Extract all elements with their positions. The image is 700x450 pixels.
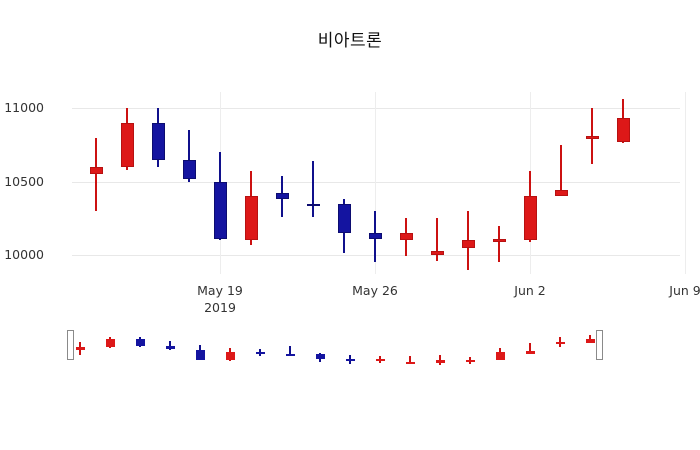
gridline-horizontal bbox=[72, 181, 680, 183]
y-axis-tick-label: 10000 bbox=[4, 246, 44, 262]
candlestick-wick bbox=[95, 137, 97, 211]
candlestick-body bbox=[461, 240, 475, 248]
page-title: 비아트론 bbox=[317, 31, 383, 51]
candlestick-body bbox=[492, 238, 506, 242]
main-price-plot: 10000 10500 11000 May 19 2019 May 26 Jun 2 Jun… bbox=[4, 92, 700, 315]
candlestick-body bbox=[182, 159, 196, 179]
candlestick-body bbox=[554, 190, 568, 197]
x-axis-tick-label: Jun 9 bbox=[669, 283, 700, 298]
mini-candlestick-body bbox=[135, 339, 145, 346]
candlestick-body bbox=[89, 166, 103, 175]
candlestick-body bbox=[368, 232, 382, 239]
candlestick-wick bbox=[436, 218, 438, 261]
candlestick-body bbox=[151, 122, 165, 160]
candlestick-body bbox=[616, 118, 630, 142]
mini-candlestick-body bbox=[555, 341, 565, 345]
candlestick-body bbox=[337, 203, 351, 233]
mini-candlestick-body bbox=[345, 358, 355, 362]
mini-candlestick-wick bbox=[409, 356, 411, 364]
candlestick-body bbox=[120, 122, 134, 167]
mini-candlestick-body bbox=[315, 353, 325, 359]
mini-candlestick-body bbox=[195, 349, 205, 360]
candlestick-body bbox=[275, 193, 289, 200]
gridline-horizontal bbox=[72, 254, 680, 256]
mini-candlestick-body bbox=[165, 345, 175, 350]
mini-candlestick-body bbox=[465, 359, 475, 363]
mini-candlestick-body bbox=[585, 338, 595, 343]
x-axis-tick-label: Jun 2 bbox=[514, 283, 546, 298]
mini-candlestick-wick bbox=[169, 340, 171, 350]
mini-candlestick-body bbox=[405, 361, 415, 365]
mini-candlestick-wick bbox=[529, 343, 531, 353]
mini-candlestick-body bbox=[495, 352, 505, 361]
y-axis-tick-label: 10500 bbox=[4, 173, 44, 189]
mini-candlestick-body bbox=[75, 347, 85, 350]
mini-candlestick-wick bbox=[439, 354, 441, 366]
candlestick-body bbox=[430, 250, 444, 255]
candlestick-wick bbox=[312, 160, 314, 217]
range-selector[interactable] bbox=[60, 322, 648, 382]
gridline-vertical bbox=[375, 92, 376, 274]
candlestick-body bbox=[244, 196, 258, 241]
mini-candlestick-body bbox=[225, 352, 235, 361]
candlestick-body bbox=[213, 181, 227, 239]
mini-candlestick-body bbox=[435, 360, 445, 363]
mini-candlestick-wick bbox=[559, 336, 561, 347]
gridline-vertical bbox=[685, 92, 686, 274]
candlestick-body bbox=[523, 196, 537, 241]
mini-candlestick-body bbox=[255, 351, 265, 355]
candlestick-wick bbox=[498, 225, 500, 263]
candlestick-wick bbox=[560, 144, 562, 197]
mini-candlestick-body bbox=[375, 358, 385, 362]
range-handle-left[interactable] bbox=[67, 330, 74, 360]
candlestick-wick bbox=[467, 210, 469, 270]
gridline-horizontal bbox=[72, 108, 680, 110]
candlestick-body bbox=[399, 232, 413, 241]
mini-candlestick-body bbox=[525, 351, 535, 354]
mini-candlestick-body bbox=[285, 353, 295, 357]
candlestick-wick bbox=[188, 130, 190, 182]
candlestick-body bbox=[306, 203, 320, 207]
x-axis-tick-label: May 19 2019 bbox=[197, 283, 243, 315]
x-axis-tick-label: May 26 bbox=[352, 283, 398, 298]
y-axis-tick-label: 11000 bbox=[4, 100, 44, 116]
candlestick-body bbox=[585, 136, 599, 139]
candlestick-wick bbox=[591, 108, 593, 164]
mini-candlestick-body bbox=[105, 339, 115, 348]
range-handle-right[interactable] bbox=[596, 330, 603, 360]
mini-candlestick-wick bbox=[289, 346, 291, 356]
